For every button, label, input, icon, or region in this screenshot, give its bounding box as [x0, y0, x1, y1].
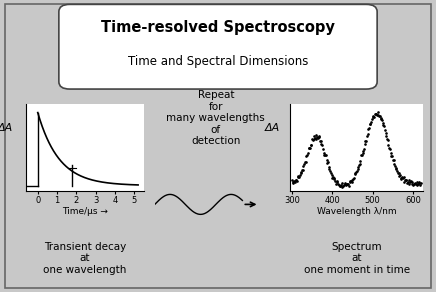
FancyBboxPatch shape	[5, 4, 431, 288]
Text: Spectrum
at
one moment in time: Spectrum at one moment in time	[303, 242, 410, 275]
X-axis label: Wavelength λ/nm: Wavelength λ/nm	[317, 206, 396, 215]
FancyBboxPatch shape	[59, 4, 377, 89]
Text: Time-resolved Spectroscopy: Time-resolved Spectroscopy	[101, 20, 335, 35]
Text: Repeat
for
many wavelengths
of
detection: Repeat for many wavelengths of detection	[167, 90, 265, 147]
Text: ΔA: ΔA	[0, 123, 13, 133]
Text: Transient decay
at
one wavelength: Transient decay at one wavelength	[43, 242, 127, 275]
Text: ΔA: ΔA	[265, 123, 280, 133]
X-axis label: Time/µs →: Time/µs →	[62, 206, 108, 215]
Text: Time and Spectral Dimensions: Time and Spectral Dimensions	[128, 55, 308, 68]
